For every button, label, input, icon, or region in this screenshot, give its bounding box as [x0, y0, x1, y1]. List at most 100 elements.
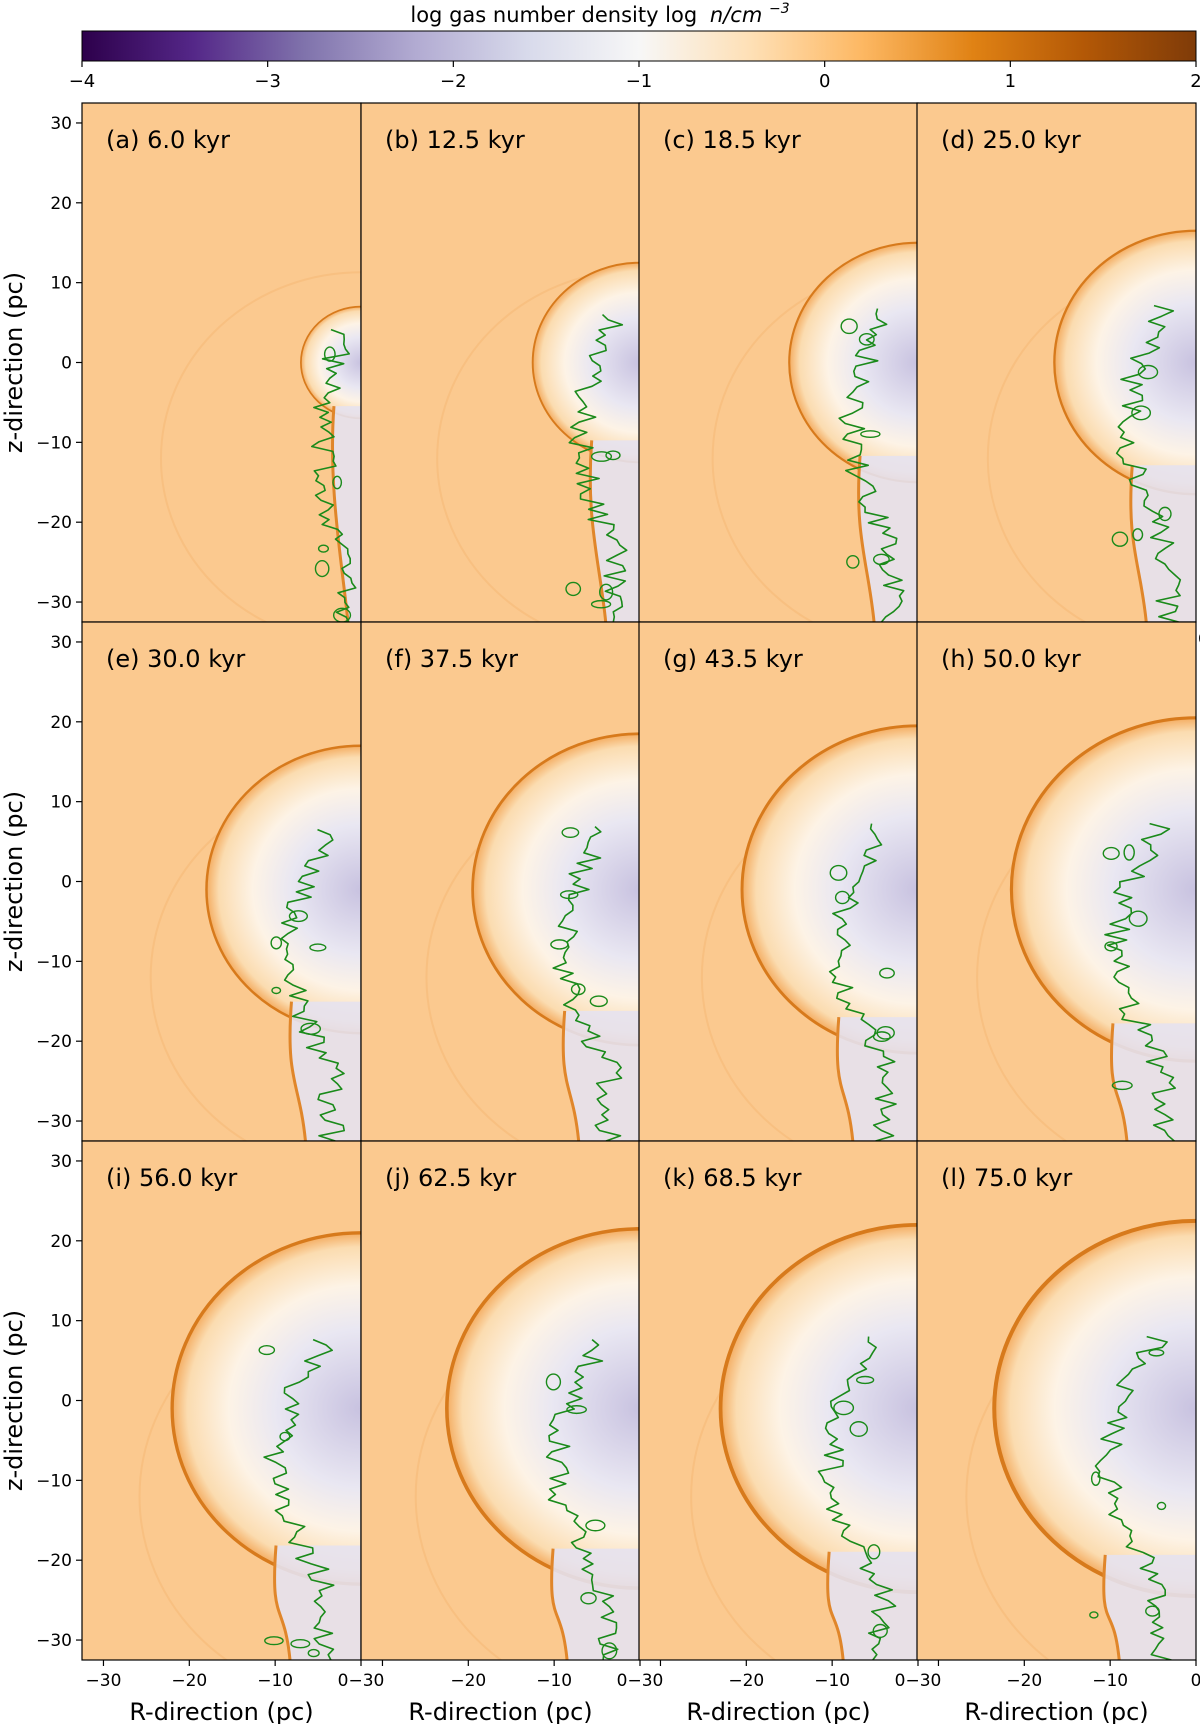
- lower-cavity: [551, 1548, 640, 1660]
- contour: [1104, 822, 1176, 1141]
- shock-front: [1053, 229, 1196, 496]
- panel: (b) 12.5 kyr: [360, 102, 641, 623]
- y-tick-label: 20: [50, 194, 72, 214]
- panel-image: [917, 103, 1196, 622]
- shock-front: [531, 261, 640, 464]
- shock-front: [1009, 716, 1196, 1063]
- y-axis-label: z-direction (pc): [0, 1310, 28, 1491]
- cavity-wall: [561, 1010, 581, 1141]
- y-tick-label: 0: [61, 354, 72, 374]
- contour: [599, 583, 614, 601]
- cavity-wall: [835, 1017, 855, 1141]
- lower-cavity: [590, 440, 640, 622]
- contour: [545, 1373, 562, 1391]
- panel-image: [917, 622, 1196, 1141]
- contour: [311, 328, 357, 622]
- shock-front: [170, 1231, 361, 1586]
- panel-image: [82, 1141, 361, 1660]
- panel: (h) 50.0 kyr: [916, 621, 1197, 1142]
- panel-image: [361, 622, 640, 1141]
- contour: [1145, 1605, 1160, 1617]
- panel-image: [361, 103, 640, 622]
- contour: [849, 1421, 869, 1437]
- y-tick-label: 20: [50, 713, 72, 733]
- contour: [838, 308, 905, 622]
- bubble-interior: [789, 242, 918, 483]
- y-tick-label: −10: [36, 433, 72, 453]
- contour: [1132, 528, 1144, 542]
- colorbar-tick-label: −1: [626, 71, 653, 92]
- faint-old-shell: [965, 1281, 1196, 1660]
- lower-cavity: [1103, 1554, 1196, 1660]
- panel-label: (e) 30.0 kyr: [106, 645, 245, 673]
- bubble-interior: [172, 1232, 361, 1585]
- x-tick-label: −10: [814, 1671, 850, 1691]
- bubble-interior: [1054, 230, 1196, 495]
- panel-label: (g) 43.5 kyr: [663, 645, 803, 673]
- contour: [288, 910, 309, 923]
- contour: [1102, 846, 1120, 860]
- contour: [1111, 1080, 1133, 1091]
- colorbar-bar: [81, 30, 1197, 62]
- faint-old-shell: [414, 1286, 640, 1660]
- faint-old-shell: [690, 1284, 918, 1660]
- panel: (c) 18.5 kyr: [638, 102, 919, 623]
- contour: [550, 939, 569, 950]
- colorbar-label-math: n/cm: [710, 3, 762, 27]
- contour: [590, 451, 613, 462]
- colorbar: log gas number density log n/cm −3 −4 −3−…: [69, 1, 1200, 92]
- panel: (d) 25.0 kyr 0: [916, 102, 1200, 648]
- contour: [605, 450, 621, 461]
- contour: [879, 967, 895, 979]
- panel: (f) 37.5 kyr: [360, 621, 641, 1142]
- panel-label: (b) 12.5 kyr: [385, 126, 525, 154]
- contour: [570, 983, 586, 996]
- cavity-wall: [1102, 1554, 1121, 1660]
- contour: [1111, 531, 1129, 547]
- y-tick-label: 30: [50, 1152, 72, 1172]
- contour: [1137, 364, 1159, 380]
- panel-label: (a) 6.0 kyr: [106, 126, 230, 154]
- contour: [589, 995, 608, 1008]
- overlap-tick-label: 0: [1198, 629, 1200, 648]
- x-tick-label: −10: [536, 1671, 572, 1691]
- colorbar-label-exp: −3: [769, 1, 790, 17]
- contour: [840, 318, 858, 335]
- bubble-interior: [1011, 717, 1196, 1062]
- bubble-interior: [532, 262, 640, 463]
- colorbar-tick-label: −4: [69, 71, 96, 92]
- x-tick-label-merged: 0−30: [338, 1671, 385, 1691]
- cavity-wall: [273, 1545, 292, 1660]
- contour: [317, 544, 330, 553]
- panel-image: [361, 1141, 640, 1660]
- contour: [332, 475, 343, 490]
- panel: (g) 43.5 kyr: [638, 621, 919, 1142]
- y-tick-label: 0: [61, 1392, 72, 1412]
- panel-label: (c) 18.5 kyr: [663, 126, 801, 154]
- panels-grid: (a) 6.0 kyr 30 20 10 0 −10 −20 −30 (b) 12.5 kyr (…: [36, 102, 1200, 1724]
- contour: [568, 314, 628, 622]
- y-tick-label: 30: [50, 114, 72, 134]
- contour: [314, 560, 330, 578]
- contour: [580, 1592, 597, 1605]
- contour: [258, 1344, 276, 1356]
- panel: (l) 75.0 kyr −20 −10 0 R-direction (pc): [916, 1140, 1200, 1724]
- y-tick-label: −30: [36, 593, 72, 613]
- contour: [1115, 304, 1182, 622]
- contour: [561, 827, 580, 839]
- contour: [271, 986, 282, 995]
- cavity-wall: [1109, 1023, 1129, 1141]
- panel-label: (h) 50.0 kyr: [941, 645, 1081, 673]
- contour: [290, 1638, 311, 1649]
- faint-old-shell: [160, 271, 361, 622]
- bubble-interior: [994, 1220, 1196, 1597]
- lower-cavity: [332, 406, 361, 622]
- y-tick-label: 10: [50, 1312, 72, 1332]
- y-tick-label: −30: [36, 1631, 72, 1651]
- x-tick-label: −20: [1006, 1671, 1042, 1691]
- bubble-interior: [206, 745, 361, 1034]
- contour: [590, 599, 612, 609]
- contour: [1158, 506, 1172, 522]
- x-tick-label: −10: [257, 1671, 293, 1691]
- x-axis-label: R-direction (pc): [408, 1698, 592, 1724]
